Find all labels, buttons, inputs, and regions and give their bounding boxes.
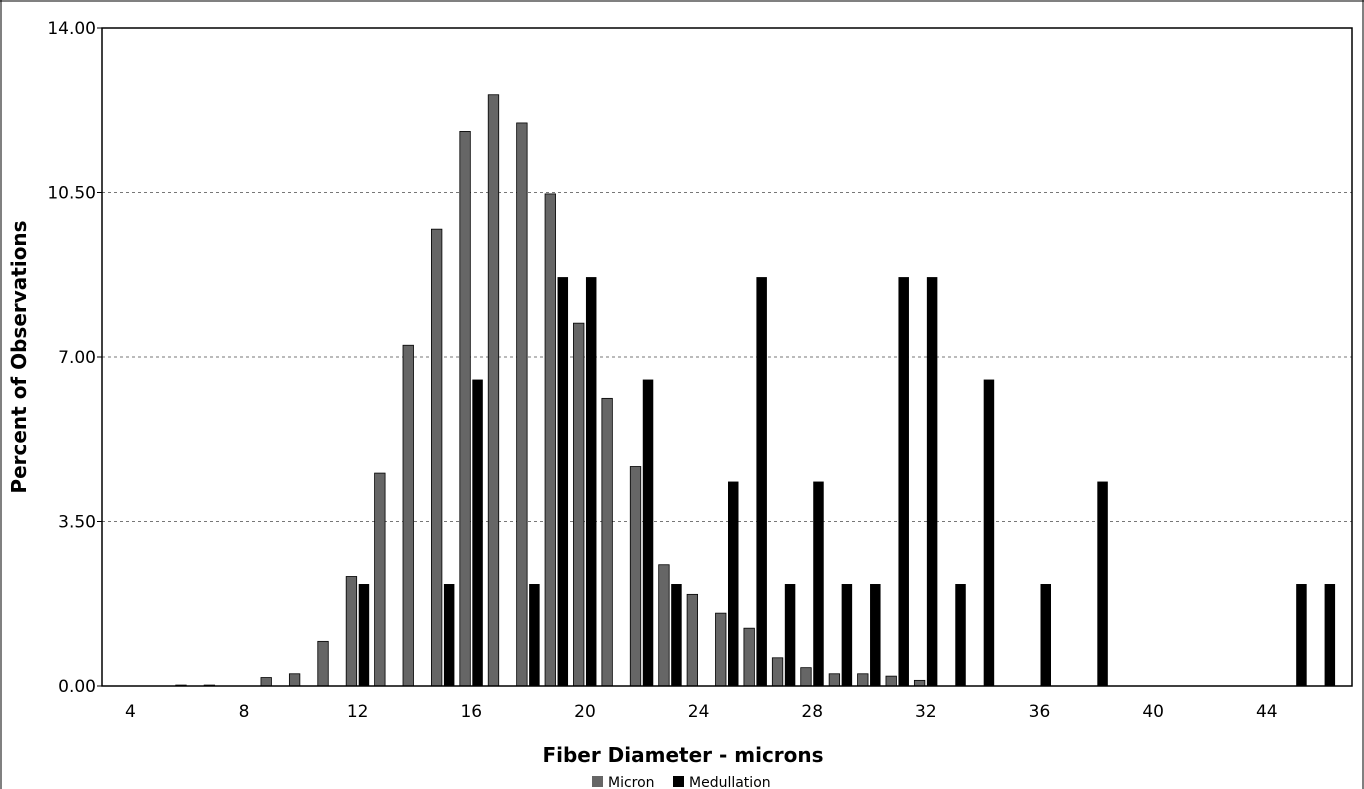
medullation-bar-46	[1324, 584, 1336, 686]
micron-bar-15	[431, 228, 443, 687]
medullation-bar-23	[671, 584, 682, 686]
bars-layer	[175, 94, 1336, 687]
medullation-bar-18	[529, 584, 540, 686]
x-tick-label-24: 24	[688, 702, 710, 722]
micron-bar-16	[459, 130, 471, 687]
medullation-bar-28	[813, 481, 824, 686]
x-tick-label-40: 40	[1142, 702, 1164, 722]
micron-bar-31	[885, 675, 897, 687]
x-tick-label-32: 32	[915, 702, 937, 722]
legend-label-medullation: Medullation	[689, 775, 771, 789]
y-axis-ticks: 0.00 3.50 7.00 10.50 14.00	[47, 19, 102, 697]
medullation-bar-26	[756, 277, 767, 686]
micron-bar-27	[771, 657, 784, 687]
x-tick-label-4: 4	[125, 702, 136, 722]
micron-bar-30	[857, 673, 869, 687]
y-axis-title: Percent of Observations	[7, 220, 31, 493]
medullation-bar-22	[642, 379, 654, 686]
micron-bar-11	[317, 640, 329, 687]
x-tick-label-8: 8	[239, 702, 250, 722]
micron-bar-22	[629, 466, 642, 687]
micron-bar-20	[573, 322, 585, 687]
medullation-bar-15	[443, 584, 455, 686]
micron-bar-23	[658, 564, 670, 687]
y-tick-label-0: 0.00	[58, 677, 96, 697]
micron-bar-17	[487, 94, 500, 687]
x-tick-label-28: 28	[801, 702, 823, 722]
legend: Micron Medullation	[592, 775, 771, 789]
micron-bar-26	[743, 627, 755, 687]
legend-swatch-medullation	[673, 776, 684, 787]
legend-label-micron: Micron	[608, 775, 655, 789]
medullation-bar-34	[983, 379, 995, 686]
micron-bar-18	[516, 122, 528, 687]
medullation-bar-36	[1040, 584, 1051, 686]
x-axis-title: Fiber Diameter - microns	[542, 743, 823, 767]
medullation-bar-16	[472, 379, 483, 686]
medullation-bar-19	[557, 277, 569, 686]
micron-bar-9	[260, 677, 272, 687]
x-tick-label-44: 44	[1256, 702, 1278, 722]
legend-swatch-micron	[592, 776, 603, 787]
x-tick-label-20: 20	[574, 702, 596, 722]
medullation-bar-25	[728, 481, 739, 686]
medullation-bar-12	[358, 584, 370, 686]
medullation-bar-32	[926, 277, 938, 686]
y-tick-label-2: 7.00	[58, 348, 96, 368]
x-axis-ticks: 4 8 12 16 20 24 28 32 36 40 44	[125, 702, 1278, 722]
x-tick-label-12: 12	[347, 702, 369, 722]
micron-bar-14	[402, 344, 414, 687]
medullation-bar-29	[841, 584, 853, 686]
x-tick-label-16: 16	[460, 702, 482, 722]
medullation-bar-30	[870, 584, 881, 686]
micron-bar-19	[544, 193, 556, 687]
medullation-bar-27	[784, 584, 796, 686]
micron-bar-29	[828, 673, 841, 687]
medullation-bar-38	[1097, 481, 1108, 686]
micron-bar-12	[345, 576, 358, 687]
micron-bar-10	[288, 673, 301, 687]
grid-lines	[102, 192, 1352, 522]
y-tick-label-3: 10.50	[47, 184, 96, 204]
micron-bar-25	[715, 612, 727, 687]
micron-bar-24	[686, 593, 698, 687]
y-tick-label-1: 3.50	[58, 513, 96, 533]
micron-bar-21	[601, 397, 613, 687]
y-tick-label-4: 14.00	[47, 19, 96, 39]
medullation-bar-33	[955, 584, 966, 686]
micron-bar-32	[913, 679, 926, 687]
medullation-bar-31	[898, 277, 909, 686]
micron-bar-13	[374, 472, 386, 687]
medullation-bar-45	[1296, 584, 1307, 686]
x-tick-label-36: 36	[1029, 702, 1051, 722]
micron-bar-28	[800, 667, 812, 687]
medullation-bar-20	[585, 277, 597, 686]
